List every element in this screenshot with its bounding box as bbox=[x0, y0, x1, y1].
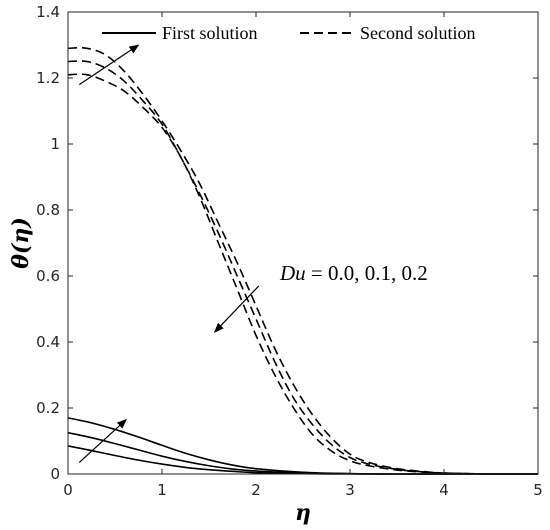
y-tick-label: 1 bbox=[50, 135, 60, 153]
second-solution-curve bbox=[67, 73, 539, 475]
x-tick-label: 1 bbox=[157, 481, 167, 499]
y-tick-label: 1.2 bbox=[36, 69, 60, 87]
legend: First solution Second solution bbox=[102, 23, 476, 43]
annotation-variable: Du bbox=[279, 261, 306, 285]
y-tick-label: 0.2 bbox=[36, 399, 60, 417]
y-axis-label: θ(η) bbox=[8, 217, 34, 269]
arrow-second-solution-decay bbox=[213, 285, 260, 333]
second-solution-curve bbox=[67, 47, 539, 475]
annotation-values: = 0.0, 0.1, 0.2 bbox=[306, 261, 428, 285]
second-solution-curve bbox=[67, 60, 539, 475]
x-tick-label: 4 bbox=[439, 481, 449, 499]
y-tick-label: 1.4 bbox=[36, 3, 60, 21]
first-solution-curve bbox=[67, 417, 538, 475]
parameter-annotation: Du = 0.0, 0.1, 0.2 bbox=[279, 261, 428, 285]
x-tick-label: 5 bbox=[533, 481, 543, 499]
arrow-second-solution-peak bbox=[78, 44, 140, 86]
y-tick-label: 0.8 bbox=[36, 201, 60, 219]
x-axis-label: η bbox=[295, 500, 311, 526]
y-tick-label: 0 bbox=[50, 465, 60, 483]
x-tick-label: 2 bbox=[251, 481, 261, 499]
y-tick-label: 0.4 bbox=[36, 333, 60, 351]
y-tick-label: 0.6 bbox=[36, 267, 60, 285]
x-tick-label: 0 bbox=[63, 481, 73, 499]
x-tick-label: 3 bbox=[345, 481, 355, 499]
legend-label-first-solution: First solution bbox=[162, 23, 258, 43]
plot-area bbox=[67, 11, 539, 475]
legend-label-second-solution: Second solution bbox=[360, 23, 476, 43]
first-solution-curve bbox=[67, 431, 538, 475]
arrow-first-solution bbox=[78, 418, 128, 463]
